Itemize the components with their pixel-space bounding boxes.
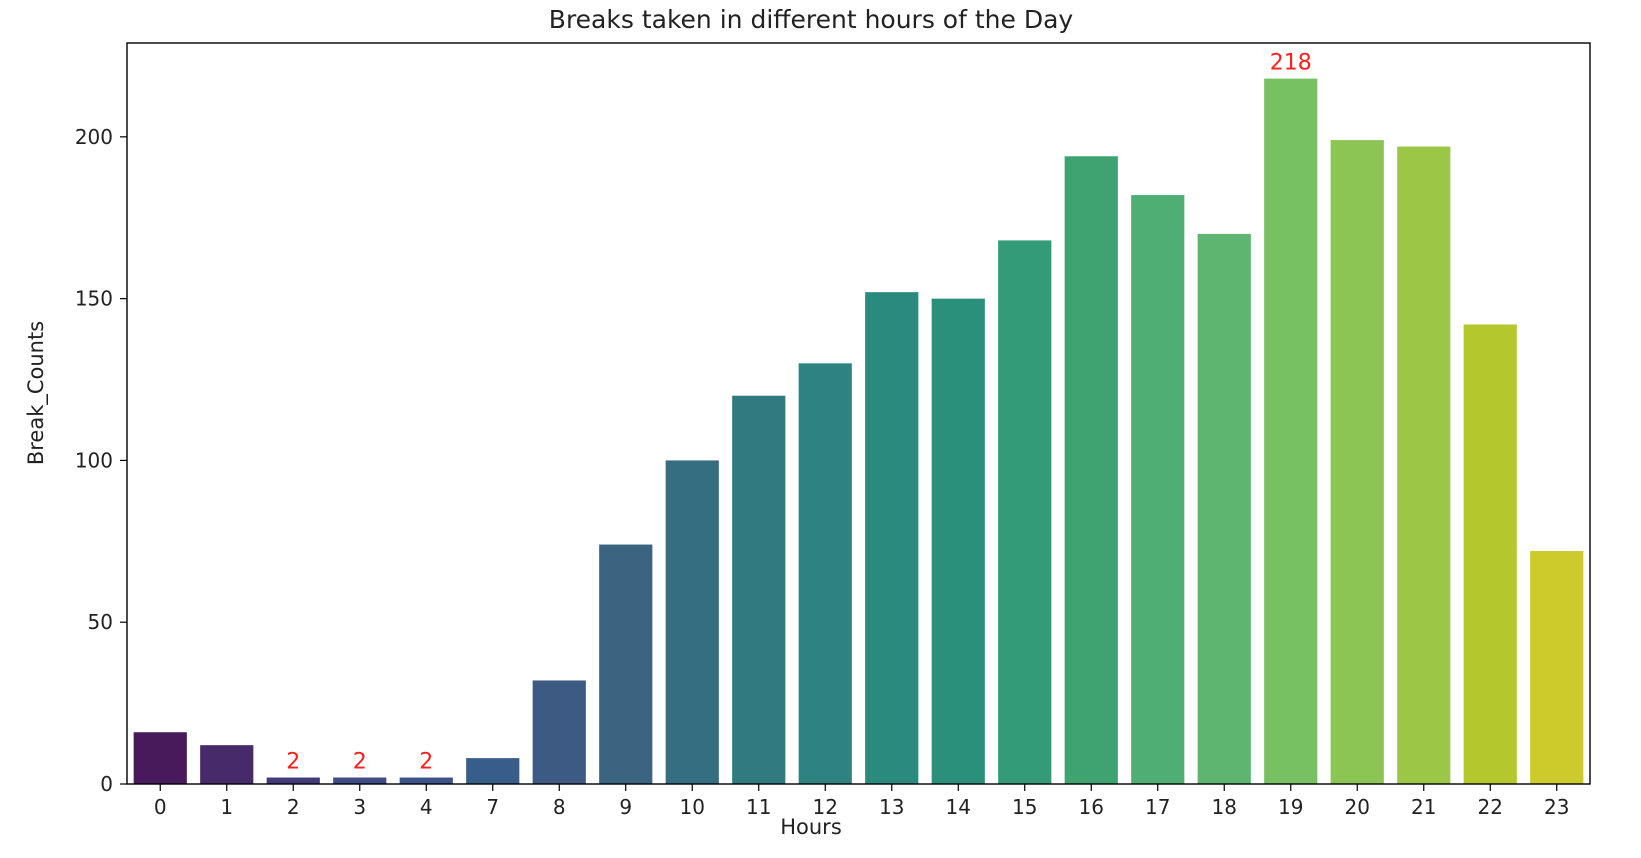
y-tick-label: 150	[75, 287, 113, 311]
bar-hour-0	[133, 732, 187, 784]
data-label-hour-2: 2	[286, 750, 300, 775]
x-tick-label: 3	[353, 795, 366, 819]
bar-hour-12	[798, 363, 852, 784]
bar-hour-9	[599, 544, 653, 784]
x-tick-label: 4	[420, 795, 433, 819]
x-tick-label: 20	[1345, 795, 1370, 819]
x-tick-label: 1	[220, 795, 233, 819]
x-tick-label: 2	[287, 795, 300, 819]
bar-hour-1	[200, 745, 254, 784]
data-label-hour-4: 2	[419, 750, 433, 775]
y-axis-ticks: 0 50 100 150 200	[75, 125, 127, 796]
chart-title: Breaks taken in different hours of the D…	[549, 5, 1074, 34]
x-tick-label: 11	[746, 795, 771, 819]
x-tick-label: 19	[1278, 795, 1303, 819]
data-labels-group: 2 2 2 218	[286, 51, 1312, 775]
x-tick-label: 22	[1478, 795, 1503, 819]
x-tick-label: 10	[680, 795, 705, 819]
x-tick-label: 16	[1079, 795, 1104, 819]
x-axis-ticks: 0 1 2 3 4 7 8 9 10 11 12 13 14 15 16 17 18 19 20 21 22 23	[154, 784, 1569, 819]
y-tick-label: 200	[75, 125, 113, 149]
x-tick-label: 13	[879, 795, 904, 819]
x-tick-label: 7	[486, 795, 499, 819]
plot-frame	[126, 42, 1591, 785]
bar-hour-23	[1530, 551, 1584, 784]
x-tick-label: 9	[619, 795, 632, 819]
x-tick-label: 14	[946, 795, 971, 819]
bar-hour-10	[665, 460, 719, 784]
bar-hour-14	[931, 298, 985, 784]
x-tick-label: 23	[1544, 795, 1569, 819]
x-tick-label: 17	[1145, 795, 1170, 819]
data-label-hour-3: 2	[353, 750, 367, 775]
x-tick-label: 15	[1012, 795, 1037, 819]
x-tick-label: 18	[1212, 795, 1237, 819]
bars-group	[133, 78, 1584, 785]
data-label-hour-19: 218	[1270, 51, 1312, 76]
bar-hour-18	[1197, 233, 1251, 784]
x-tick-label: 0	[154, 795, 167, 819]
bar-hour-11	[732, 395, 786, 784]
bar-hour-20	[1330, 140, 1384, 785]
bar-hour-8	[532, 680, 586, 784]
x-tick-label: 12	[813, 795, 838, 819]
bar-hour-4	[399, 777, 453, 784]
x-axis-label: Hours	[780, 815, 842, 839]
bar-hour-17	[1131, 195, 1185, 785]
x-tick-label: 8	[553, 795, 566, 819]
x-tick-label: 21	[1411, 795, 1436, 819]
bar-hour-16	[1064, 156, 1118, 784]
y-tick-label: 0	[100, 772, 113, 796]
y-tick-label: 50	[88, 610, 113, 634]
bar-hour-15	[998, 240, 1052, 784]
bar-hour-3	[333, 777, 387, 784]
bar-hour-2	[266, 777, 320, 784]
bar-hour-7	[466, 758, 520, 784]
bar-hour-13	[865, 292, 919, 784]
bar-hour-19	[1264, 78, 1318, 785]
bar-hour-22	[1463, 324, 1517, 784]
bar-hour-21	[1397, 146, 1451, 785]
y-axis-label: Break_Counts	[24, 321, 49, 465]
y-tick-label: 100	[75, 448, 113, 472]
